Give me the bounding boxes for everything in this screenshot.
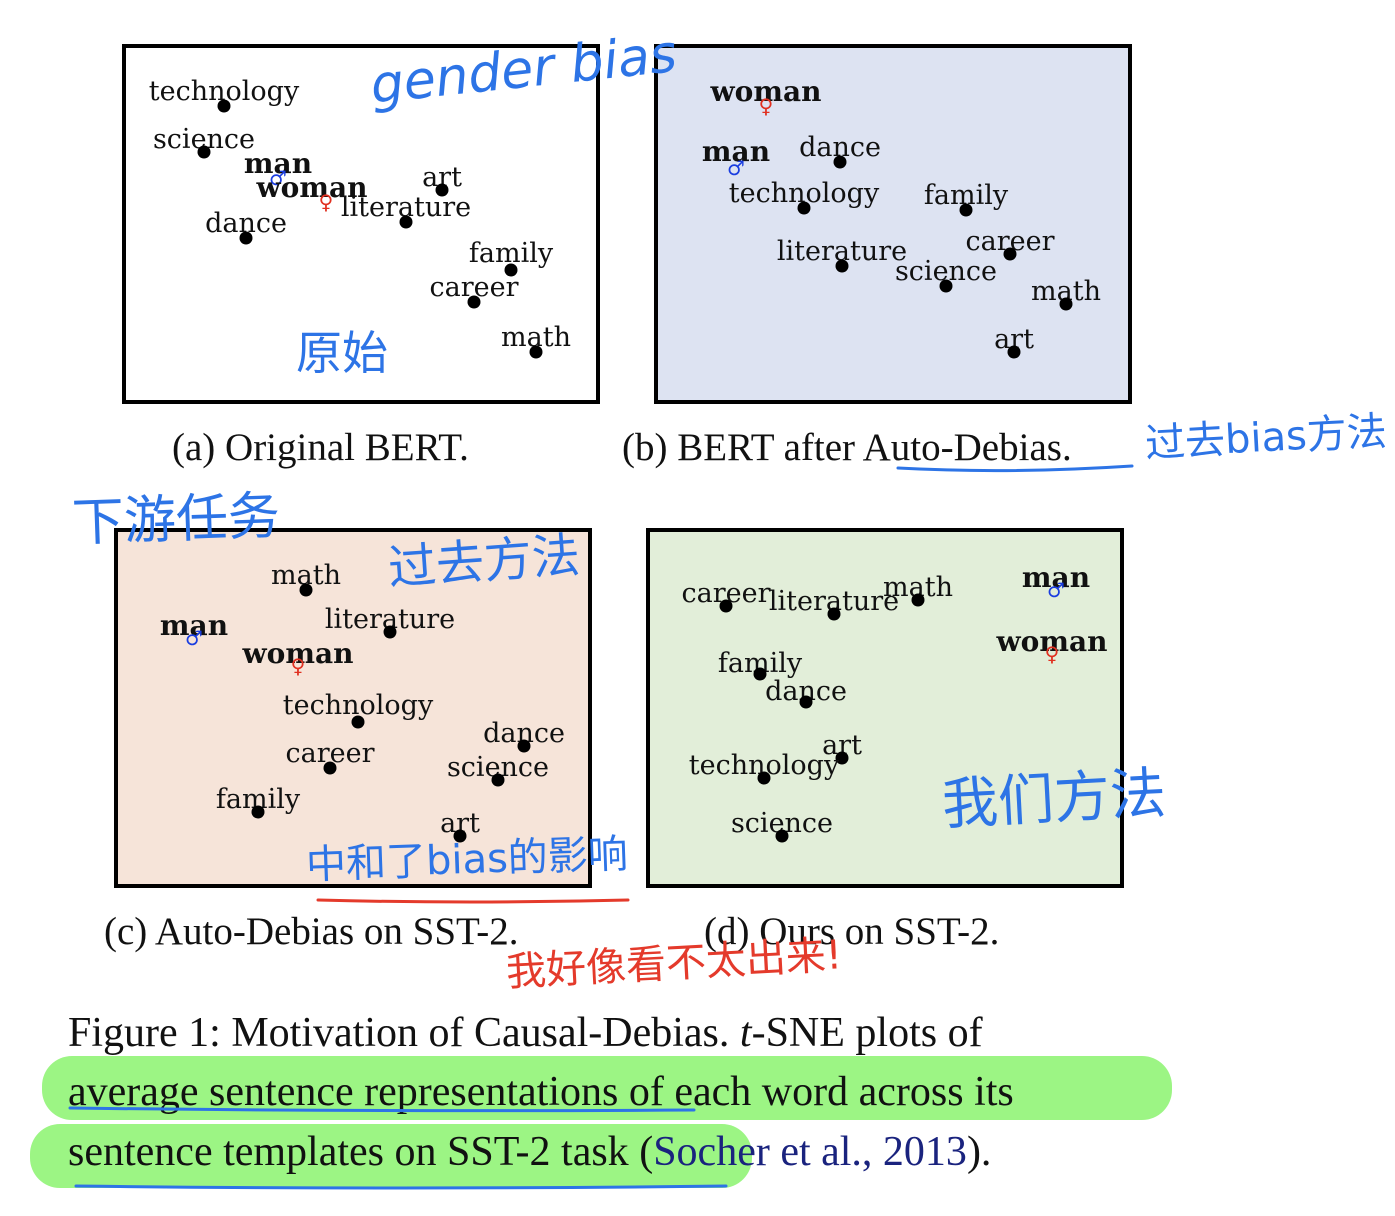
point-dot-career bbox=[1003, 247, 1017, 261]
male-symbol-icon: ♂ bbox=[269, 166, 287, 190]
point-label-man: man bbox=[243, 147, 313, 180]
caption-text: sentence templates on SST-2 task bbox=[68, 1129, 629, 1175]
point-dot-art bbox=[835, 751, 849, 765]
caption-b-prefix: (b) BERT after bbox=[622, 426, 863, 469]
caption-a: (a) Original BERT. bbox=[172, 426, 469, 469]
point-dot-dance bbox=[239, 231, 253, 245]
point-label-woman: woman bbox=[996, 625, 1108, 658]
plot-original-bert: technology science man ♂ woman ♀ art literature… bbox=[122, 44, 600, 404]
point-dot-technology bbox=[351, 715, 365, 729]
point-dot-dance bbox=[833, 155, 847, 169]
male-symbol-icon: ♂ bbox=[185, 626, 203, 650]
point-dot-science bbox=[775, 829, 789, 843]
figure-caption-line2: average sentence representations of each… bbox=[68, 1071, 1014, 1113]
caption-c: (c) Auto-Debias on SST-2. bbox=[104, 910, 519, 953]
caption-b-suffix: . bbox=[1061, 426, 1072, 469]
point-dot-technology bbox=[797, 201, 811, 215]
point-dot-art bbox=[435, 183, 449, 197]
underline-neutralize bbox=[316, 898, 630, 904]
female-symbol-icon: ♀ bbox=[318, 190, 334, 214]
underline-sentence-templates bbox=[74, 1184, 728, 1190]
caption-d: (d) Ours on SST-2. bbox=[704, 910, 1000, 953]
point-dot-science bbox=[491, 773, 505, 787]
caption-italic-t: t bbox=[739, 1010, 752, 1056]
figure-caption-line3: sentence templates on SST-2 task (Socher… bbox=[68, 1131, 991, 1173]
point-label-technology: technology bbox=[282, 690, 434, 721]
point-dot-math bbox=[1059, 297, 1073, 311]
point-dot-math bbox=[529, 345, 543, 359]
point-dot-math bbox=[299, 583, 313, 597]
point-dot-technology bbox=[757, 771, 771, 785]
point-label-woman: woman bbox=[242, 637, 354, 670]
female-symbol-icon: ♀ bbox=[290, 654, 306, 678]
caption-text: average sentence representations bbox=[68, 1069, 619, 1115]
highlight-line3 bbox=[30, 1124, 752, 1188]
point-dot-literature bbox=[827, 607, 841, 621]
underline-auto-debias bbox=[896, 464, 1134, 473]
plot-ours-sst2: career literature math man ♂ woman ♀ family danc… bbox=[646, 528, 1124, 888]
caption-b-link: Auto-Debias bbox=[862, 426, 1062, 469]
caption-text: -SNE plots of bbox=[751, 1010, 983, 1056]
point-dot-literature bbox=[383, 625, 397, 639]
male-symbol-icon: ♂ bbox=[727, 156, 745, 180]
caption-text: ). bbox=[966, 1129, 992, 1175]
point-dot-art bbox=[1007, 345, 1021, 359]
point-dot-dance bbox=[517, 739, 531, 753]
annotation-original: 原始 bbox=[296, 326, 388, 380]
point-label-man: man bbox=[701, 135, 771, 168]
point-label-man: man bbox=[1021, 561, 1091, 594]
point-dot-family bbox=[251, 805, 265, 819]
point-label-family: family bbox=[468, 238, 554, 269]
point-dot-science bbox=[939, 279, 953, 293]
male-symbol-icon: ♂ bbox=[1047, 578, 1065, 602]
point-dot-family bbox=[504, 263, 518, 277]
point-dot-technology bbox=[217, 99, 231, 113]
caption-b: (b) BERT after Auto-Debias. bbox=[622, 428, 1072, 467]
female-symbol-icon: ♀ bbox=[758, 94, 774, 118]
caption-text: Figure 1: Motivation of Causal-Debias. bbox=[68, 1010, 740, 1056]
figure-caption-line1: Figure 1: Motivation of Causal-Debias. t… bbox=[68, 1012, 983, 1054]
underline-avg-sentence bbox=[68, 1106, 696, 1113]
caption-text: of each word across its bbox=[618, 1069, 1014, 1115]
citation-link[interactable]: Socher et al., 2013 bbox=[653, 1129, 967, 1175]
caption-text: ( bbox=[628, 1129, 654, 1175]
point-dot-career bbox=[323, 761, 337, 775]
plot-bert-auto-debias: woman ♀ man ♂ dance technology family career lit… bbox=[654, 44, 1132, 404]
point-dot-literature bbox=[399, 215, 413, 229]
point-dot-dance bbox=[799, 695, 813, 709]
female-symbol-icon: ♀ bbox=[1044, 642, 1060, 666]
point-label-woman: woman bbox=[710, 75, 822, 108]
point-dot-science bbox=[197, 145, 211, 159]
point-dot-literature bbox=[835, 259, 849, 273]
point-dot-math bbox=[911, 593, 925, 607]
point-dot-career bbox=[719, 599, 733, 613]
point-dot-family bbox=[753, 667, 767, 681]
point-dot-family bbox=[959, 203, 973, 217]
point-dot-career bbox=[467, 295, 481, 309]
plot-auto-debias-sst2: math literature man ♂ woman ♀ technology dance c… bbox=[114, 528, 592, 888]
point-label-woman: woman bbox=[256, 171, 368, 204]
point-label-man: man bbox=[159, 609, 229, 642]
point-dot-art bbox=[453, 829, 467, 843]
